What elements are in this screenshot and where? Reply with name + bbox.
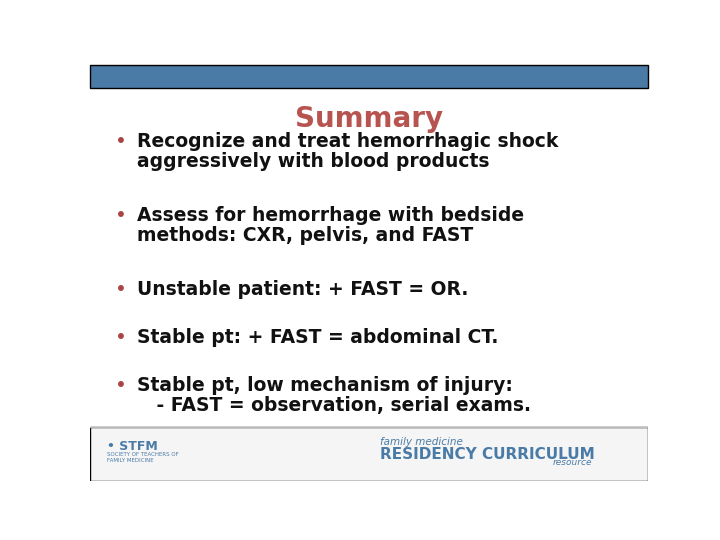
- Text: family medicine: family medicine: [380, 437, 463, 447]
- Text: SOCIETY OF TEACHERS OF
FAMILY MEDICINE: SOCIETY OF TEACHERS OF FAMILY MEDICINE: [107, 453, 179, 463]
- Text: aggressively with blood products: aggressively with blood products: [138, 152, 490, 171]
- Text: Summary: Summary: [295, 105, 443, 133]
- Text: - FAST = observation, serial exams.: - FAST = observation, serial exams.: [138, 396, 531, 415]
- Text: Recognize and treat hemorrhagic shock: Recognize and treat hemorrhagic shock: [138, 132, 559, 151]
- FancyBboxPatch shape: [90, 427, 648, 481]
- Text: •: •: [114, 280, 127, 300]
- Text: •: •: [114, 206, 127, 225]
- Text: Assess for hemorrhage with bedside: Assess for hemorrhage with bedside: [138, 206, 525, 225]
- Text: Stable pt, low mechanism of injury:: Stable pt, low mechanism of injury:: [138, 376, 513, 395]
- Text: RESIDENCY CURRICULUM: RESIDENCY CURRICULUM: [380, 447, 595, 462]
- Text: Unstable patient: + FAST = OR.: Unstable patient: + FAST = OR.: [138, 280, 469, 300]
- Text: resource: resource: [553, 458, 593, 467]
- Text: •: •: [114, 376, 127, 395]
- Text: methods: CXR, pelvis, and FAST: methods: CXR, pelvis, and FAST: [138, 226, 474, 245]
- Text: •: •: [114, 328, 127, 347]
- FancyBboxPatch shape: [90, 65, 648, 87]
- Text: • STFM: • STFM: [107, 440, 158, 453]
- Text: •: •: [114, 132, 127, 151]
- Text: Stable pt: + FAST = abdominal CT.: Stable pt: + FAST = abdominal CT.: [138, 328, 499, 347]
